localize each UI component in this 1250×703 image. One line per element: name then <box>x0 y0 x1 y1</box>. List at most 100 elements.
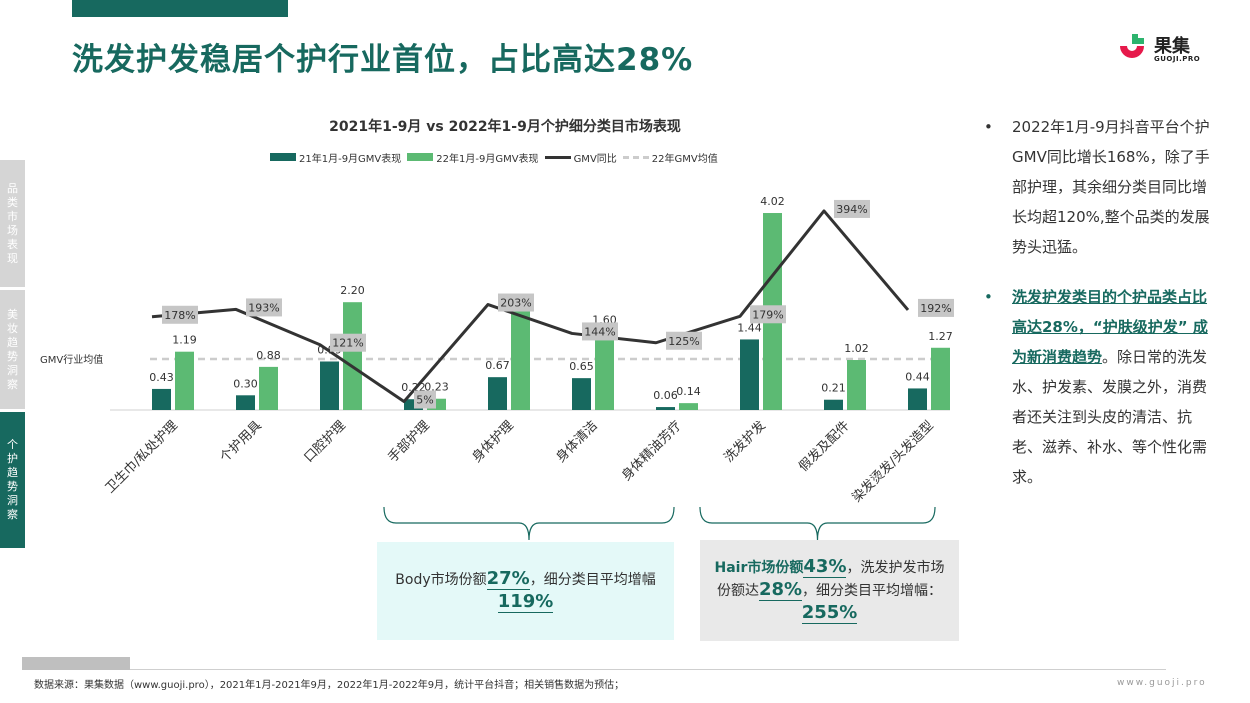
bar-2022 <box>595 331 614 410</box>
category-tick-label: 个护用具 <box>217 418 264 465</box>
growth-label-box <box>834 199 870 218</box>
growth-label: 5% <box>416 394 433 407</box>
category-tick-label: 身体护理 <box>469 418 517 466</box>
hair-share-value: 43% <box>803 556 847 578</box>
logo-name: 果集 <box>1154 36 1190 57</box>
category-tick-label: 洗发护发 <box>721 418 769 466</box>
category-tick-label: 身体清洁 <box>553 418 601 466</box>
body-growth-label: ，细分类目平均增幅 <box>529 572 656 588</box>
bar-2022 <box>427 398 446 410</box>
chart-title: 2021年1-9月 vs 2022年1-9月个护细分类目市场表现 <box>329 119 681 135</box>
growth-label-box <box>582 322 618 341</box>
bar-2022-label: 0.23 <box>424 381 449 394</box>
legend-label: 22年GMV均值 <box>651 153 718 165</box>
category-tick-label: 身体精油芳疗 <box>618 418 684 484</box>
bar-2022-label: 4.02 <box>760 195 785 208</box>
bar-2021 <box>404 399 423 410</box>
growth-label: 192% <box>920 302 951 315</box>
bar-2022 <box>679 403 698 410</box>
side-tab-market[interactable]: 品类市场表现 <box>0 160 25 287</box>
footer-divider <box>130 669 1166 670</box>
legend-swatch <box>407 153 434 161</box>
body-bracket <box>383 506 675 540</box>
brand-logo[interactable]: 果集 GUOJI.PRO <box>1114 30 1224 70</box>
growth-label: 203% <box>500 297 531 310</box>
insight-1: • 2022年1月-9月抖音平台个护GMV同比增长168%，除了手部护理，其余细… <box>984 112 1214 262</box>
page-title: 洗发护发稳居个护行业首位，占比高达28% <box>72 42 694 78</box>
footer-accent-bar <box>22 657 130 670</box>
bar-2022-label: 1.19 <box>172 334 197 347</box>
bar-2022-label: 2.20 <box>340 284 365 297</box>
growth-label: 178% <box>164 309 195 322</box>
growth-label: 144% <box>584 325 615 338</box>
growth-label-box <box>918 298 954 317</box>
bar-2022-label: 0.88 <box>256 349 281 362</box>
side-tab-personal-care[interactable]: 个护趋势洞察 <box>0 412 25 548</box>
logo-icon <box>1120 34 1144 58</box>
bar-2022-label: 0.14 <box>676 385 701 398</box>
category-tick-label: 手部护理 <box>385 418 432 465</box>
category-tick-label: 染发烫发/头发造型 <box>849 418 937 506</box>
side-tab-label: 美妆趋势洞察 <box>7 307 18 391</box>
growth-label-box <box>162 305 198 324</box>
body-share-label: Body市场份额 <box>395 572 487 588</box>
body-callout-text: Body市场份额27%，细分类目平均增幅 119% <box>377 568 674 614</box>
bar-2021 <box>236 395 255 410</box>
footer-url[interactable]: www.guoji.pro <box>1117 678 1207 688</box>
insight-2-highlight: 洗发护发类目的个护品类占比高达28%，“护肤级护发” 成为新消费趋势 <box>1012 288 1208 366</box>
bar-2022 <box>259 366 278 410</box>
bar-2021 <box>572 378 591 410</box>
insight-2: • 洗发护发类目的个护品类占比高达28%，“护肤级护发” 成为新消费趋势。除日常… <box>984 282 1214 492</box>
legend-swatch <box>270 153 296 161</box>
growth-label-box <box>750 305 786 324</box>
side-tab-label: 个护趋势洞察 <box>7 438 18 521</box>
avg-reference-label: GMV行业均值 <box>40 353 103 366</box>
bar-2021 <box>152 388 171 410</box>
growth-label-box <box>330 333 366 352</box>
bar-2021-label: 0.21 <box>821 382 846 395</box>
bullet-dot: • <box>984 118 993 136</box>
legend-label: 21年1月-9月GMV表现 <box>299 153 402 165</box>
bar-2021-label: 0.67 <box>485 359 510 372</box>
bar-2022 <box>931 347 950 410</box>
growth-label-box <box>246 298 282 317</box>
hair-growth-value: 255% <box>801 602 858 624</box>
bullet-dot: • <box>984 288 993 306</box>
hair-growth-label: ，细分类目平均增幅： <box>802 583 943 599</box>
body-callout: Body市场份额27%，细分类目平均增幅 119% <box>377 542 674 640</box>
bar-2021-label: 0.43 <box>149 371 174 384</box>
hair-wash-value: 28% <box>758 579 803 601</box>
bar-2021 <box>740 339 759 410</box>
bar-2022 <box>511 310 530 410</box>
growth-label: 121% <box>332 337 363 350</box>
hair-callout-text: Hair市场份额43%，洗发护发市场份额达28%，细分类目平均增幅： 255% <box>700 556 959 625</box>
growth-label: 125% <box>668 335 699 348</box>
chart-legend: 21年1月-9月GMV表现 22年1月-9月GMV表现 GMV同比 22年GMV… <box>270 150 724 165</box>
bar-2021-label: 1.44 <box>737 321 762 334</box>
legend-item-avg: 22年GMV均值 <box>622 150 718 165</box>
legend-item-bar21: 21年1月-9月GMV表现 <box>270 150 401 165</box>
legend-item-line: GMV同比 <box>544 150 617 165</box>
category-tick-label: 卫生巾/私处护理 <box>103 418 181 496</box>
category-tick-label: 口腔护理 <box>301 418 348 465</box>
bar-2021 <box>488 377 507 410</box>
hair-callout: Hair市场份额43%，洗发护发市场份额达28%，细分类目平均增幅： 255% <box>700 540 959 641</box>
bar-2021 <box>824 399 843 410</box>
hair-wash-label: ，洗发护发市场份额达 <box>716 560 945 599</box>
insights-panel: • 2022年1月-9月抖音平台个护GMV同比增长168%，除了手部护理，其余细… <box>984 112 1214 492</box>
logo-subtitle: GUOJI.PRO <box>1154 55 1201 63</box>
bar-2021-label: 0.06 <box>653 389 678 402</box>
legend-label: 22年1月-9月GMV表现 <box>436 153 539 165</box>
bar-2021-label: 0.65 <box>569 360 594 373</box>
bar-2021-label: 0.44 <box>905 370 930 383</box>
legend-label: GMV同比 <box>573 153 617 165</box>
data-source-note: 数据来源：果集数据（www.guoji.pro），2021年1月-2021年9月… <box>34 680 625 691</box>
side-tab-beauty[interactable]: 美妆趋势洞察 <box>0 290 25 409</box>
hair-share-label: Hair市场份额 <box>714 560 804 576</box>
bar-2022 <box>343 302 362 410</box>
bar-2022-label: 1.27 <box>928 330 953 343</box>
legend-item-bar22: 22年1月-9月GMV表现 <box>407 150 539 165</box>
growth-label: 193% <box>248 301 279 314</box>
growth-label-box <box>666 331 702 350</box>
growth-label: 179% <box>752 308 783 321</box>
